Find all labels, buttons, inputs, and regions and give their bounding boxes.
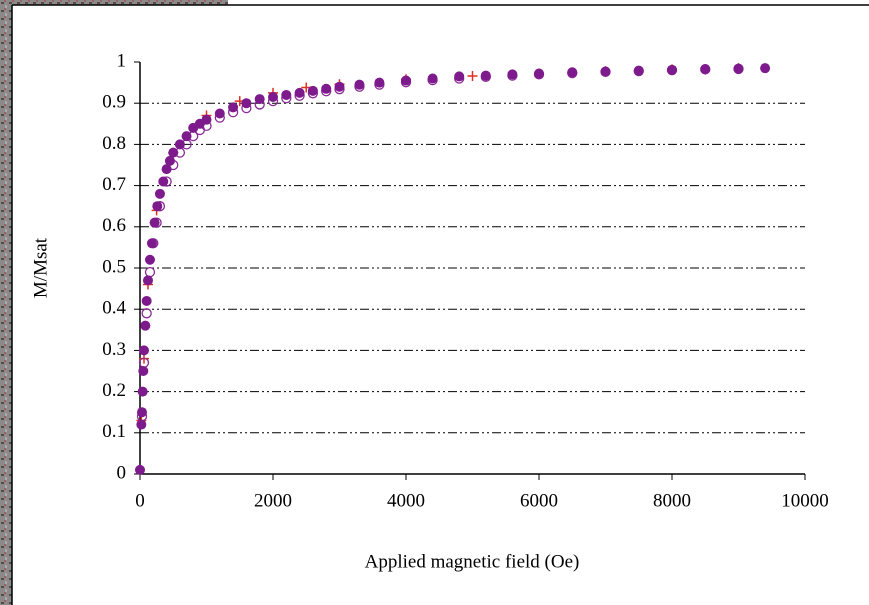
point — [268, 92, 278, 103]
point — [401, 75, 411, 86]
point — [427, 73, 438, 84]
point — [241, 98, 252, 109]
point — [567, 67, 578, 78]
point — [140, 320, 151, 331]
point — [161, 164, 172, 175]
point — [154, 188, 165, 199]
y-tick-label: 0.1 — [102, 421, 126, 442]
point — [600, 66, 611, 77]
point — [534, 68, 544, 79]
point — [136, 419, 147, 430]
x-tick-label: 4000 — [387, 490, 425, 511]
point — [174, 139, 185, 150]
point — [294, 87, 305, 98]
point — [281, 89, 292, 100]
point — [135, 464, 145, 475]
y-tick-label: 0.2 — [102, 380, 126, 401]
texture-strip — [0, 0, 228, 5]
point — [149, 217, 160, 228]
y-tick-label: 0.5 — [102, 256, 126, 277]
y-tick-label: 0 — [117, 462, 127, 483]
point — [760, 63, 771, 74]
y-tick-label: 0.3 — [102, 339, 126, 360]
texture-strip — [0, 0, 12, 605]
point — [138, 366, 149, 376]
point — [354, 79, 365, 90]
point — [480, 70, 491, 81]
point — [254, 94, 265, 105]
point — [141, 295, 152, 306]
x-tick-label: 6000 — [520, 490, 558, 511]
x-tick-label: 10000 — [781, 490, 829, 511]
point — [307, 85, 318, 96]
point — [164, 155, 175, 166]
x-tick-label: 0 — [135, 490, 145, 511]
point — [507, 69, 518, 80]
point — [321, 83, 332, 94]
point — [136, 407, 147, 418]
point — [181, 131, 192, 142]
point — [228, 102, 239, 113]
point — [168, 147, 179, 158]
point — [201, 114, 212, 125]
y-tick-label: 0.6 — [102, 215, 126, 236]
x-tick-label: 2000 — [254, 490, 292, 511]
point — [144, 254, 155, 265]
point — [146, 238, 157, 249]
point — [152, 201, 163, 212]
y-tick-label: 0.8 — [102, 133, 126, 154]
x-axis-label: Applied magnetic field (Oe) — [365, 551, 580, 572]
point — [633, 65, 644, 76]
point — [667, 64, 677, 75]
point — [141, 308, 152, 319]
y-tick-label: 0.4 — [102, 298, 126, 319]
point — [700, 64, 711, 75]
point — [374, 77, 385, 88]
point — [334, 81, 345, 92]
point — [137, 386, 148, 397]
y-axis-label: M/Msat — [30, 237, 51, 298]
y-tick-label: 1 — [117, 50, 127, 71]
y-tick-label: 0.9 — [102, 92, 126, 113]
point — [138, 345, 149, 356]
x-tick-label: 8000 — [653, 490, 691, 511]
point — [158, 176, 169, 187]
point — [733, 63, 744, 74]
point — [467, 71, 478, 82]
point — [142, 275, 153, 286]
point — [454, 71, 465, 82]
y-tick-label: 0.7 — [102, 174, 126, 195]
point — [214, 108, 225, 119]
